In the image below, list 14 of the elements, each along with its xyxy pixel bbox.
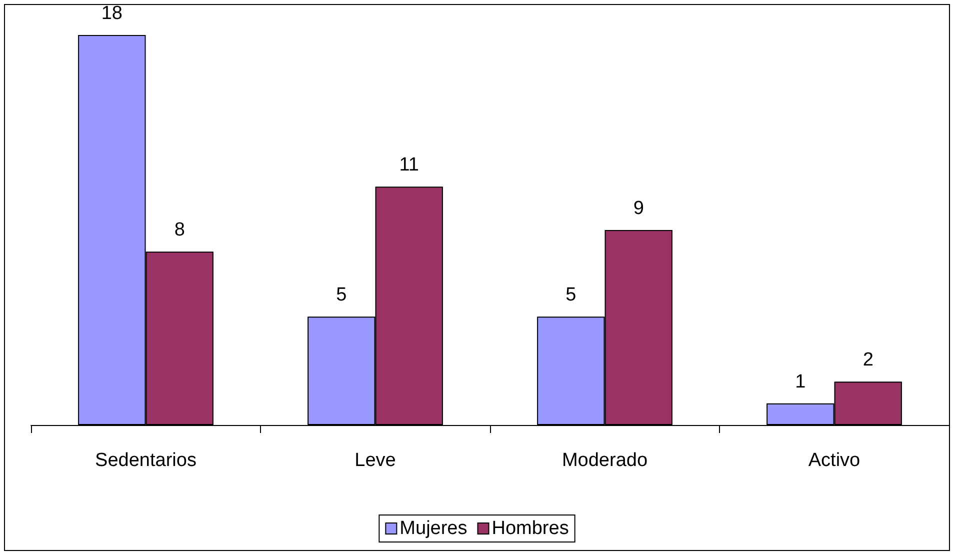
data-label: 2	[862, 350, 874, 371]
data-label: 11	[399, 154, 419, 176]
data-label: 5	[336, 284, 347, 306]
legend-label: Mujeres	[400, 518, 468, 539]
data-label: 1	[795, 371, 806, 392]
x-tick-label: Moderado	[562, 450, 648, 471]
x-tick-label: Leve	[354, 450, 396, 471]
x-tick-label: Activo	[808, 450, 860, 471]
data-label: 9	[633, 198, 644, 219]
data-label: 5	[566, 284, 576, 306]
data-label: 18	[101, 3, 122, 24]
data-label: 8	[174, 220, 185, 241]
legend-label: Hombres	[492, 518, 569, 539]
x-tick-label: Sedentarios	[95, 450, 196, 471]
